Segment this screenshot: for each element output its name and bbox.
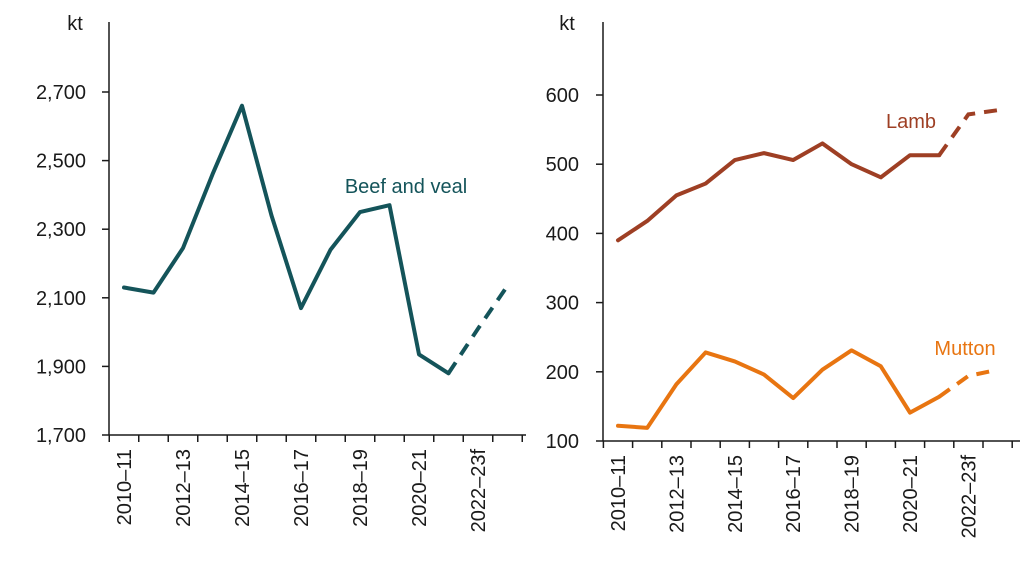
x-tick-label: 2022–23f xyxy=(958,455,980,539)
y-tick-label: 1,700 xyxy=(36,425,86,447)
y-tick-label: 2,100 xyxy=(36,288,86,310)
series-line-forecast xyxy=(446,284,510,375)
series-line-forecast xyxy=(937,108,998,157)
chart-panel-2: kt 100 200 300 400 500 600 2010–11 2012–13 2014–1… xyxy=(546,13,1020,538)
y-unit-label: kt xyxy=(67,13,83,35)
y-tick-label: 1,900 xyxy=(36,356,86,378)
y-tick-label: 300 xyxy=(546,293,579,315)
x-tick-label: 2020–21 xyxy=(409,449,431,527)
y-tick-label: 600 xyxy=(546,85,579,107)
x-tick-label: 2010–11 xyxy=(114,449,136,525)
x-tick-label: 2014–15 xyxy=(232,449,254,527)
y-tick-label: 100 xyxy=(546,431,579,453)
x-tick-label: 2020–21 xyxy=(900,455,922,533)
series-line xyxy=(616,348,942,430)
x-tick-label: 2018–19 xyxy=(350,449,372,527)
y-tick-label: 2,700 xyxy=(36,82,86,104)
series-label: Mutton xyxy=(934,338,995,360)
x-tick-label: 2014–15 xyxy=(725,455,747,533)
y-tick-label: 2,500 xyxy=(36,151,86,173)
x-tick-label: 2022–23f xyxy=(468,449,490,533)
x-tick-label: 2012–13 xyxy=(173,449,195,527)
series-line xyxy=(616,141,942,243)
x-tick-label: 2010–11 xyxy=(608,455,630,531)
series-line xyxy=(122,103,451,376)
y-tick-label: 500 xyxy=(546,154,579,176)
chart-panel-1: kt 1,700 1,900 2,100 2,300 2,500 2,700 2010–11 2… xyxy=(36,13,526,532)
series-label: Lamb xyxy=(886,111,936,133)
x-tick-label: 2012–13 xyxy=(666,455,688,533)
series-label: Beef and veal xyxy=(345,176,467,198)
x-tick-label: 2016–17 xyxy=(783,455,805,533)
y-tick-label: 2,300 xyxy=(36,219,86,241)
series-line-forecast xyxy=(938,367,999,399)
y-tick-label: 200 xyxy=(546,362,579,384)
y-unit-label: kt xyxy=(559,13,575,35)
x-tick-label: 2016–17 xyxy=(291,449,313,527)
y-tick-label: 400 xyxy=(546,223,579,245)
x-tick-label: 2018–19 xyxy=(842,455,864,533)
